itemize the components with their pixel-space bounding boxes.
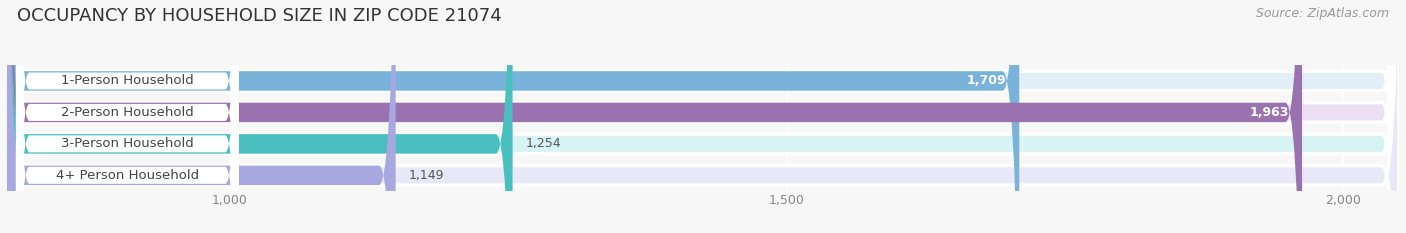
FancyBboxPatch shape: [7, 0, 395, 233]
Text: 1-Person Household: 1-Person Household: [60, 75, 194, 87]
FancyBboxPatch shape: [15, 0, 239, 233]
FancyBboxPatch shape: [7, 0, 1019, 233]
Text: 1,963: 1,963: [1250, 106, 1289, 119]
FancyBboxPatch shape: [7, 0, 1399, 233]
FancyBboxPatch shape: [15, 0, 239, 233]
Text: Source: ZipAtlas.com: Source: ZipAtlas.com: [1256, 7, 1389, 20]
Text: OCCUPANCY BY HOUSEHOLD SIZE IN ZIP CODE 21074: OCCUPANCY BY HOUSEHOLD SIZE IN ZIP CODE …: [17, 7, 502, 25]
FancyBboxPatch shape: [15, 0, 239, 233]
Text: 2-Person Household: 2-Person Household: [60, 106, 194, 119]
FancyBboxPatch shape: [7, 0, 1399, 233]
FancyBboxPatch shape: [7, 0, 1399, 233]
FancyBboxPatch shape: [15, 0, 239, 233]
FancyBboxPatch shape: [7, 0, 1302, 233]
Text: 1,709: 1,709: [966, 75, 1005, 87]
Text: 1,149: 1,149: [409, 169, 444, 182]
Text: 1,254: 1,254: [526, 137, 561, 150]
Text: 4+ Person Household: 4+ Person Household: [56, 169, 198, 182]
FancyBboxPatch shape: [7, 0, 1399, 233]
FancyBboxPatch shape: [7, 0, 513, 233]
Text: 3-Person Household: 3-Person Household: [60, 137, 194, 150]
